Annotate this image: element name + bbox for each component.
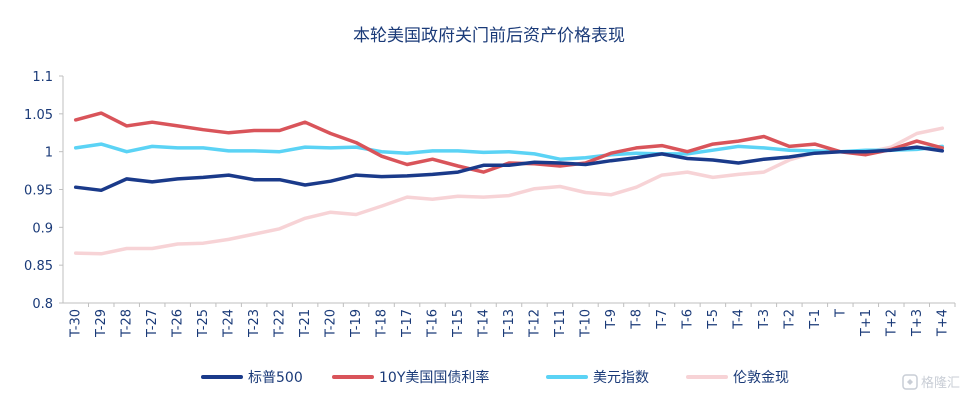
x-tick-label: T-9: [604, 309, 619, 330]
x-tick-label: T-14: [477, 309, 492, 338]
x-tick-label: T-26: [171, 309, 186, 338]
y-tick-label: 1.05: [24, 108, 53, 123]
x-tick-label: T-13: [502, 309, 517, 338]
y-tick-label: 0.9: [32, 221, 53, 236]
legend-label-1: 10Y美国国债利率: [379, 369, 489, 386]
x-tick-label: T-24: [222, 309, 237, 338]
x-tick-label: T-18: [375, 309, 390, 338]
x-tick-label: T-8: [629, 309, 644, 330]
x-tick-label: T-22: [273, 309, 288, 338]
x-tick-label: T-12: [527, 309, 542, 338]
x-tick-label: T-7: [655, 309, 670, 330]
x-tick-label: T+4: [935, 309, 950, 337]
x-tick-label: T-30: [69, 309, 84, 338]
y-tick-label: 0.85: [24, 259, 53, 274]
y-tick-label: 1: [45, 146, 53, 161]
series-lines: [73, 111, 945, 256]
x-tick-label: T-2: [782, 309, 797, 330]
x-tick-label: T-11: [553, 309, 568, 338]
x-tick-label: T-3: [757, 309, 772, 330]
y-tick-label: 0.95: [24, 184, 53, 199]
series-line-1: [73, 111, 945, 174]
x-tick-label: T-19: [349, 309, 364, 338]
x-tick-label: T-1: [808, 309, 823, 330]
y-tick-label: 0.8: [32, 297, 53, 312]
x-tick-label: T+1: [859, 309, 874, 337]
x-tick-label: T-5: [706, 309, 721, 330]
x-tick-label: T+2: [884, 309, 899, 337]
y-axis-ticks: 0.8 0.85 0.9 0.95 1 1.05 1.1: [24, 70, 63, 312]
x-tick-label: T-21: [298, 309, 313, 338]
x-tick-label: T-15: [451, 309, 466, 338]
legend-label-2: 美元指数: [593, 370, 649, 386]
x-tick-label: T-25: [196, 309, 211, 338]
x-tick-label: T-23: [247, 309, 262, 338]
legend-label-0: 标普500: [248, 370, 303, 386]
x-tick-label: T-20: [324, 309, 339, 338]
legend: 标普500 10Y美国国债利率 美元指数 伦敦金现: [201, 369, 789, 386]
x-tick-label: T-28: [120, 309, 135, 338]
watermark-text: 格隆汇: [921, 375, 960, 391]
x-tick-label: T-29: [94, 309, 109, 338]
x-tick-label: T-4: [731, 309, 746, 330]
x-axis-ticks: T-30 T-29 T-28 T-27 T-26 T-25 T-24 T-23 T-22 T-21…: [69, 303, 956, 338]
watermark-logo-icon: [902, 374, 918, 390]
legend-label-3: 伦敦金现: [733, 370, 789, 386]
y-tick-label: 1.1: [32, 70, 53, 85]
x-tick-label: T-17: [400, 309, 415, 338]
x-tick-label: T: [833, 309, 848, 318]
x-tick-label: T-6: [680, 309, 695, 330]
series-line-0: [73, 145, 945, 193]
chart-title: 本轮美国政府关门前后资产价格表现: [353, 26, 625, 46]
x-tick-label: T+3: [910, 309, 925, 337]
x-tick-label: T-27: [145, 309, 160, 338]
x-tick-label: T-10: [578, 309, 593, 338]
series-line-2: [73, 142, 945, 161]
watermark: 格隆汇: [902, 374, 960, 391]
x-tick-label: T-16: [426, 309, 441, 338]
